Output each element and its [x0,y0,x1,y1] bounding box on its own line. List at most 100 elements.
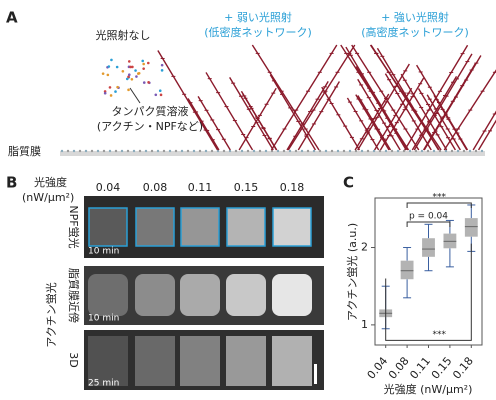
actin-filament [376,47,440,151]
box [400,260,414,280]
membrane-protein [372,149,376,153]
intensity-label: 0.08 [143,181,168,194]
protein [127,75,130,79]
actin-filament [340,44,410,151]
significance-label: *** [432,193,446,203]
actin-spot [135,274,175,316]
actin-filament [355,94,390,151]
membrane-protein [168,149,172,153]
protein [160,69,164,72]
membrane-protein [360,149,364,153]
membrane-protein [156,149,160,153]
actin-3d [180,336,220,386]
actin-filament [384,73,432,151]
membrane-label: 脂質膜 [8,144,41,158]
protein [131,65,134,69]
actin-filament [251,44,320,151]
row-label: 脂質膜近傍 [67,268,81,323]
actin-3d [88,336,128,386]
membrane-protein [402,149,406,153]
roi [272,207,312,247]
membrane-protein [78,149,82,153]
actin-filament [297,81,340,151]
membrane-protein [438,149,442,153]
membrane-protein [462,149,466,153]
membrane-protein [114,149,118,153]
npf-spot [273,208,311,246]
membrane-protein [84,149,88,153]
roi [226,207,266,247]
npf-spot [181,208,219,246]
actin-filament [187,98,220,151]
actin-filament [404,44,469,151]
x-tick-label: 0.15 [429,355,455,382]
protein [121,70,125,73]
protein [154,93,158,97]
protein [160,63,164,67]
significance-bracket [406,221,451,227]
membrane-protein [282,149,286,153]
membrane-protein [294,149,298,153]
actin-spot [180,274,220,316]
protein [147,81,150,84]
membrane-protein [312,149,316,153]
protein [125,77,129,81]
panel-label: C [343,174,354,192]
membrane-protein [234,149,238,153]
protein [134,69,137,72]
membrane-protein [240,149,244,153]
roi [88,207,128,247]
intensity-title: 光強度 [34,175,67,189]
actin-filament [477,119,496,151]
membrane-protein [324,149,328,153]
npf-spot [227,208,265,246]
protein [129,65,132,69]
actin-filament [205,72,254,151]
membrane-protein [396,149,400,153]
membrane-protein [60,149,64,153]
y-axis-label: アクチン蛍光 (a.u.) [345,223,359,321]
roi [180,207,220,247]
membrane-protein [144,149,148,153]
membrane-protein [150,149,154,153]
membrane-protein [102,149,106,153]
intensity-label: 0.18 [280,181,305,194]
actin-filament [379,77,425,151]
protein [107,65,111,68]
scale-bar [314,364,317,384]
membrane-protein [384,149,388,153]
protein [141,59,145,63]
membrane-protein [366,149,370,153]
protein [159,93,163,97]
actin-filament [229,76,274,151]
protein [103,91,107,95]
membrane-protein [222,149,226,153]
protein [127,60,131,63]
protein [115,65,119,69]
membrane-protein [408,149,412,153]
roi [135,207,175,247]
membrane-protein [444,149,448,153]
time-label: 10 min [88,314,119,324]
actin-filament [238,87,277,151]
actin-filament [413,53,473,151]
membrane-protein [246,149,250,153]
solution-label: (アクチン・NPFなど) [97,120,203,133]
protein [114,90,117,93]
significance-label: *** [432,330,446,340]
protein [108,86,112,89]
membrane-protein [192,149,196,153]
membrane-protein [474,149,478,153]
npf-spot [89,208,127,246]
protein [109,94,113,97]
protein [137,71,141,75]
membrane-protein [354,149,358,153]
actin-filament [270,44,338,151]
membrane-protein [426,149,430,153]
actin-filament [321,86,361,151]
protein [127,88,130,92]
membrane-protein [72,149,76,153]
membrane-protein [414,149,418,153]
intensity-label: 0.11 [188,181,213,194]
